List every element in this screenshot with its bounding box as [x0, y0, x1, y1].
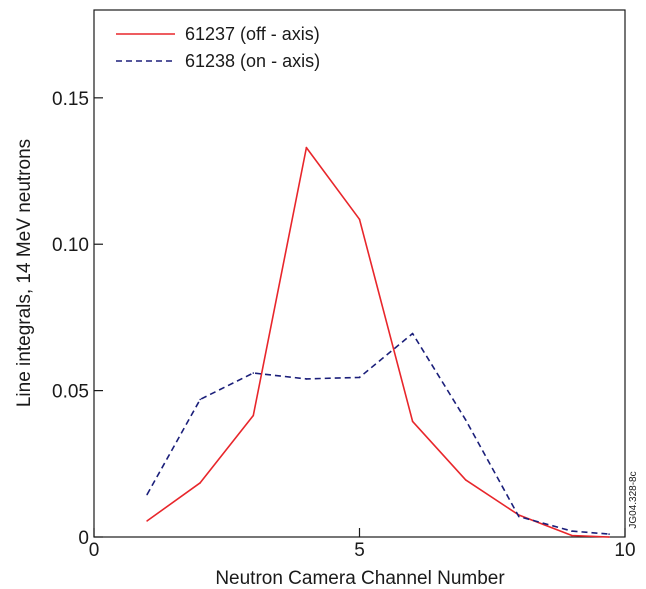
plot-frame: [93, 9, 626, 538]
series-1-point: [608, 536, 610, 538]
series-2-point: [464, 419, 467, 421]
series-2-point: [571, 530, 573, 532]
y-tick-label: 0.10: [52, 235, 89, 256]
legend-label-2: 61238 (on - axis): [185, 51, 320, 71]
series-2-point: [199, 398, 201, 401]
series-2-point: [608, 533, 610, 535]
x-tick-label: 10: [614, 540, 635, 561]
series-2-point: [305, 378, 308, 380]
y-tick-label: 0.15: [52, 89, 89, 110]
series-1-point: [571, 534, 573, 537]
series-line-1: [146, 146, 610, 538]
figure-code-note: JG04.328-8c: [628, 471, 639, 528]
series-1-point: [305, 146, 308, 149]
series-1-point: [358, 218, 361, 221]
x-tick-label: 5: [354, 540, 365, 561]
series-1-point: [411, 420, 414, 423]
series-2-point: [411, 332, 414, 335]
axis-ticks: 0 5 10 0 0.05 0.10 0.15: [52, 89, 636, 561]
series-layer: [146, 146, 610, 538]
y-tick-label: 0: [78, 528, 89, 549]
legend: 61237 (off - axis) 61238 (on - axis): [116, 24, 320, 71]
y-axis-label: Line integrals, 14 MeV neutrons: [14, 139, 35, 407]
series-2-point: [518, 515, 520, 518]
series-2-point: [146, 493, 148, 496]
series-line-2: [146, 332, 610, 535]
series-1-point: [199, 482, 201, 484]
series-1-point: [464, 479, 467, 481]
series-1-point: [252, 414, 255, 417]
x-tick-label: 0: [89, 540, 100, 561]
series-2-point: [252, 372, 255, 374]
series-1-point: [146, 520, 148, 522]
x-axis-label: Neutron Camera Channel Number: [215, 568, 505, 589]
legend-label-1: 61237 (off - axis): [185, 24, 320, 44]
series-2-point: [358, 376, 361, 379]
y-tick-label: 0.05: [52, 382, 89, 403]
